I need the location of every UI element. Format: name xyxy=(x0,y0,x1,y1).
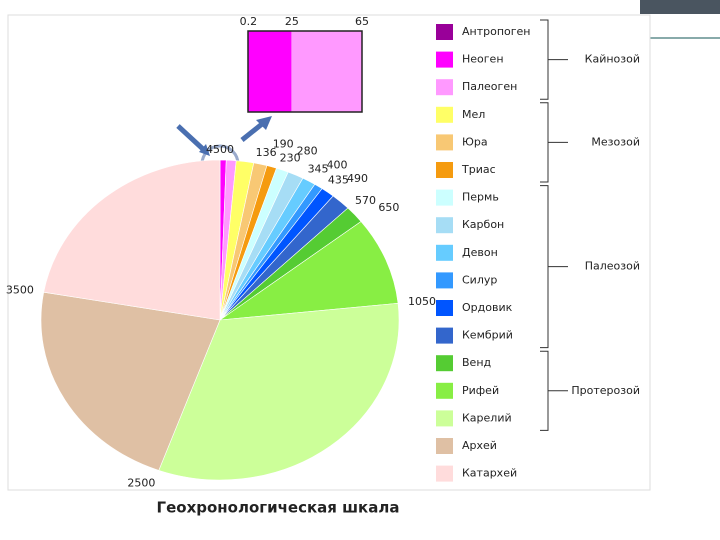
legend-swatch xyxy=(436,162,453,178)
legend-swatch xyxy=(436,272,453,289)
boundary-label: 650 xyxy=(378,201,399,214)
boundary-label: 400 xyxy=(327,159,348,172)
zoom-label: 25 xyxy=(285,15,299,28)
legend-label: Кембрий xyxy=(462,329,513,342)
legend-swatch xyxy=(436,382,453,399)
chart-title: Геохронологическая шкала xyxy=(157,499,400,517)
legend-swatch xyxy=(436,217,453,234)
legend-swatch xyxy=(436,134,453,151)
boundary-label: 345 xyxy=(308,162,329,175)
zoom-segment xyxy=(247,30,293,113)
legend-label: Девон xyxy=(462,246,498,259)
legend-label: Карелий xyxy=(462,411,512,424)
legend-swatch xyxy=(436,79,453,96)
legend-swatch xyxy=(436,355,453,372)
legend-swatch xyxy=(436,106,453,123)
legend-label: Антропоген xyxy=(462,25,531,38)
era-label: Протерозой xyxy=(571,384,640,397)
zoom-segment xyxy=(291,30,363,113)
pie-wedge xyxy=(158,302,400,481)
zoom-label: 65 xyxy=(355,15,369,28)
legend-swatch xyxy=(436,438,453,454)
pie-wedge xyxy=(43,159,221,321)
boundary-label: 490 xyxy=(347,172,368,185)
legend-swatch xyxy=(436,465,453,482)
boundary-label: 3500 xyxy=(6,283,34,296)
decor-bar xyxy=(640,0,720,14)
legend-label: Мел xyxy=(462,108,485,121)
legend-label: Венд xyxy=(462,356,492,369)
era-bracket xyxy=(540,102,568,183)
legend-swatch xyxy=(436,51,453,68)
legend-label: Пермь xyxy=(462,191,499,204)
legend-label: Неоген xyxy=(462,53,504,66)
legend-swatch xyxy=(436,300,453,316)
boundary-label: 1050 xyxy=(408,295,436,308)
legend-swatch xyxy=(436,410,453,427)
era-label: Кайнозой xyxy=(585,53,640,66)
legend-label: Палеоген xyxy=(462,80,517,93)
legend-label: Рифей xyxy=(462,384,499,397)
legend-label: Архей xyxy=(462,439,497,452)
legend-swatch xyxy=(436,327,453,344)
legend-swatch xyxy=(436,244,453,261)
pie-wedge xyxy=(40,291,221,471)
zoom-frame xyxy=(247,30,363,113)
zoom-label: 0.2 xyxy=(240,15,258,28)
legend-label: Катархей xyxy=(462,467,517,480)
arrow-head xyxy=(199,144,210,156)
legend-label: Триас xyxy=(461,163,496,176)
arrow xyxy=(176,124,206,152)
legend-label: Силур xyxy=(462,273,497,286)
boundary-label: 570 xyxy=(355,194,376,207)
boundary-label: 2500 xyxy=(127,477,155,490)
boundary-label: 4500 xyxy=(206,143,234,156)
boundary-label: 190 xyxy=(273,137,294,150)
era-label: Палеозой xyxy=(585,260,640,273)
legend-label: Юра xyxy=(462,135,488,148)
pie-wedge xyxy=(218,221,399,321)
boundary-label: 230 xyxy=(280,152,301,165)
era-bracket xyxy=(540,19,568,100)
era-bracket xyxy=(540,350,568,431)
legend-swatch xyxy=(436,189,453,206)
legend-label: Карбон xyxy=(462,218,504,231)
boundary-label: 280 xyxy=(297,145,318,158)
era-label: Мезозой xyxy=(591,135,640,148)
boundary-label: 435 xyxy=(328,173,349,186)
arrow-head xyxy=(256,116,272,130)
era-bracket xyxy=(540,185,568,349)
arrow xyxy=(240,122,264,142)
legend-swatch xyxy=(436,24,453,40)
boundary-label: 136 xyxy=(256,146,277,159)
legend-label: Ордовик xyxy=(462,301,513,314)
